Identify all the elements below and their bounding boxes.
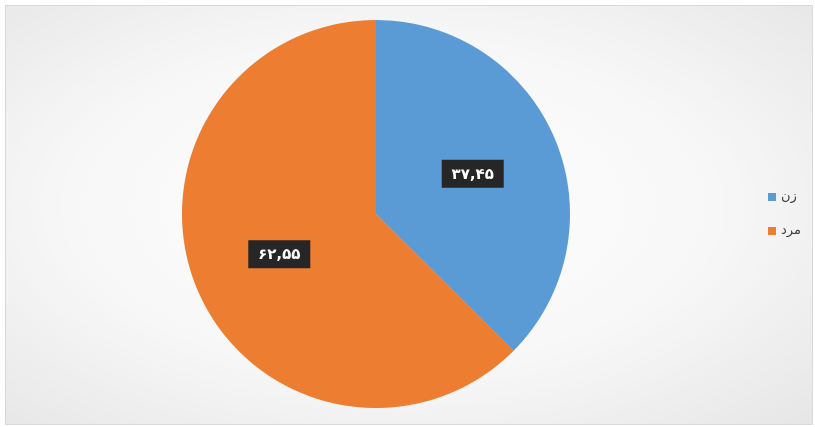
legend-item-woman: زن — [768, 187, 801, 206]
legend-swatch-woman — [768, 193, 776, 201]
legend-swatch-man — [768, 227, 776, 235]
legend-item-man: مرد — [768, 221, 801, 240]
legend-label-woman: زن — [781, 189, 797, 204]
legend-label-man: مرد — [781, 223, 801, 238]
data-label-text: ۳۷,۴۵ — [452, 165, 494, 183]
pie-slices — [182, 20, 570, 408]
legend: زن مرد — [768, 187, 801, 255]
data-label-man: ۶۲,۵۵ — [248, 240, 310, 268]
data-label-woman: ۳۷,۴۵ — [442, 160, 504, 188]
data-label-text: ۶۲,۵۵ — [258, 245, 300, 263]
